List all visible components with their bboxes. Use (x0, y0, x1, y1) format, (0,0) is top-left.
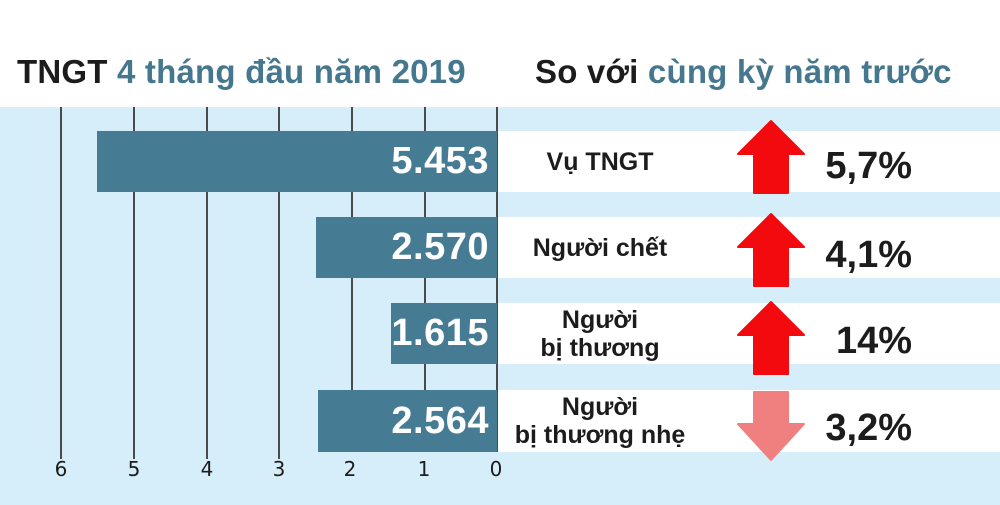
change-percent: 3,2% (825, 406, 912, 449)
bar-deaths: 2.570 (316, 217, 497, 278)
row-label-line: bị thương nhẹ (514, 421, 686, 449)
row-band (498, 390, 1000, 452)
bar-value: 2.564 (391, 399, 489, 442)
row-label-line: Người (561, 393, 639, 421)
arrow-down-icon (737, 391, 805, 461)
bar-minor-injured: 2.564 (318, 390, 497, 452)
x-tick-label: 4 (200, 457, 214, 481)
title-period: 4 tháng đầu năm 2019 (117, 53, 466, 90)
gridline-6 (60, 107, 62, 459)
title-prefix: TNGT (17, 53, 108, 90)
bar-value: 1.615 (391, 312, 489, 354)
comparison-title: So với cùng kỳ năm trước (535, 52, 952, 92)
row-label-minor-injured: Người bị thương nhẹ (500, 390, 700, 452)
x-tick-label: 3 (272, 457, 286, 481)
change-percent: 4,1% (825, 233, 912, 276)
bar-accidents: 5.453 (97, 131, 497, 192)
row-band (498, 131, 1000, 192)
arrow-up-icon (737, 120, 805, 194)
x-tick-label: 6 (54, 457, 68, 481)
row-label-line: bị thương (540, 333, 660, 362)
comparison-period: cùng kỳ năm trước (647, 53, 952, 90)
change-percent: 5,7% (825, 144, 912, 187)
comparison-prefix: So với (535, 53, 639, 90)
bar-value: 2.570 (391, 226, 489, 268)
arrow-up-icon (737, 301, 805, 375)
x-tick-label: 1 (417, 457, 431, 481)
gridline-0 (496, 107, 498, 452)
bar-value: 5.453 (391, 140, 489, 182)
row-label-line: Vụ TNGT (546, 147, 654, 176)
change-percent: 14% (835, 319, 912, 362)
row-label-line: Người chết (532, 233, 668, 262)
row-label-accidents: Vụ TNGT (500, 131, 700, 192)
gridline-3 (278, 107, 280, 459)
x-tick-label: 0 (489, 457, 503, 481)
row-label-injured: Người bị thương (500, 303, 700, 364)
x-tick-label: 5 (127, 457, 141, 481)
row-label-deaths: Người chết (500, 217, 700, 278)
arrow-up-icon (737, 213, 805, 287)
gridline-4 (206, 107, 208, 459)
bar-injured: 1.615 (391, 303, 497, 364)
gridline-5 (133, 107, 135, 459)
gridline-1 (424, 107, 426, 452)
x-tick-label: 2 (343, 457, 357, 481)
row-label-line: Người (561, 305, 639, 334)
chart-title: TNGT 4 tháng đầu năm 2019 (17, 52, 466, 92)
gridline-2 (351, 107, 353, 452)
